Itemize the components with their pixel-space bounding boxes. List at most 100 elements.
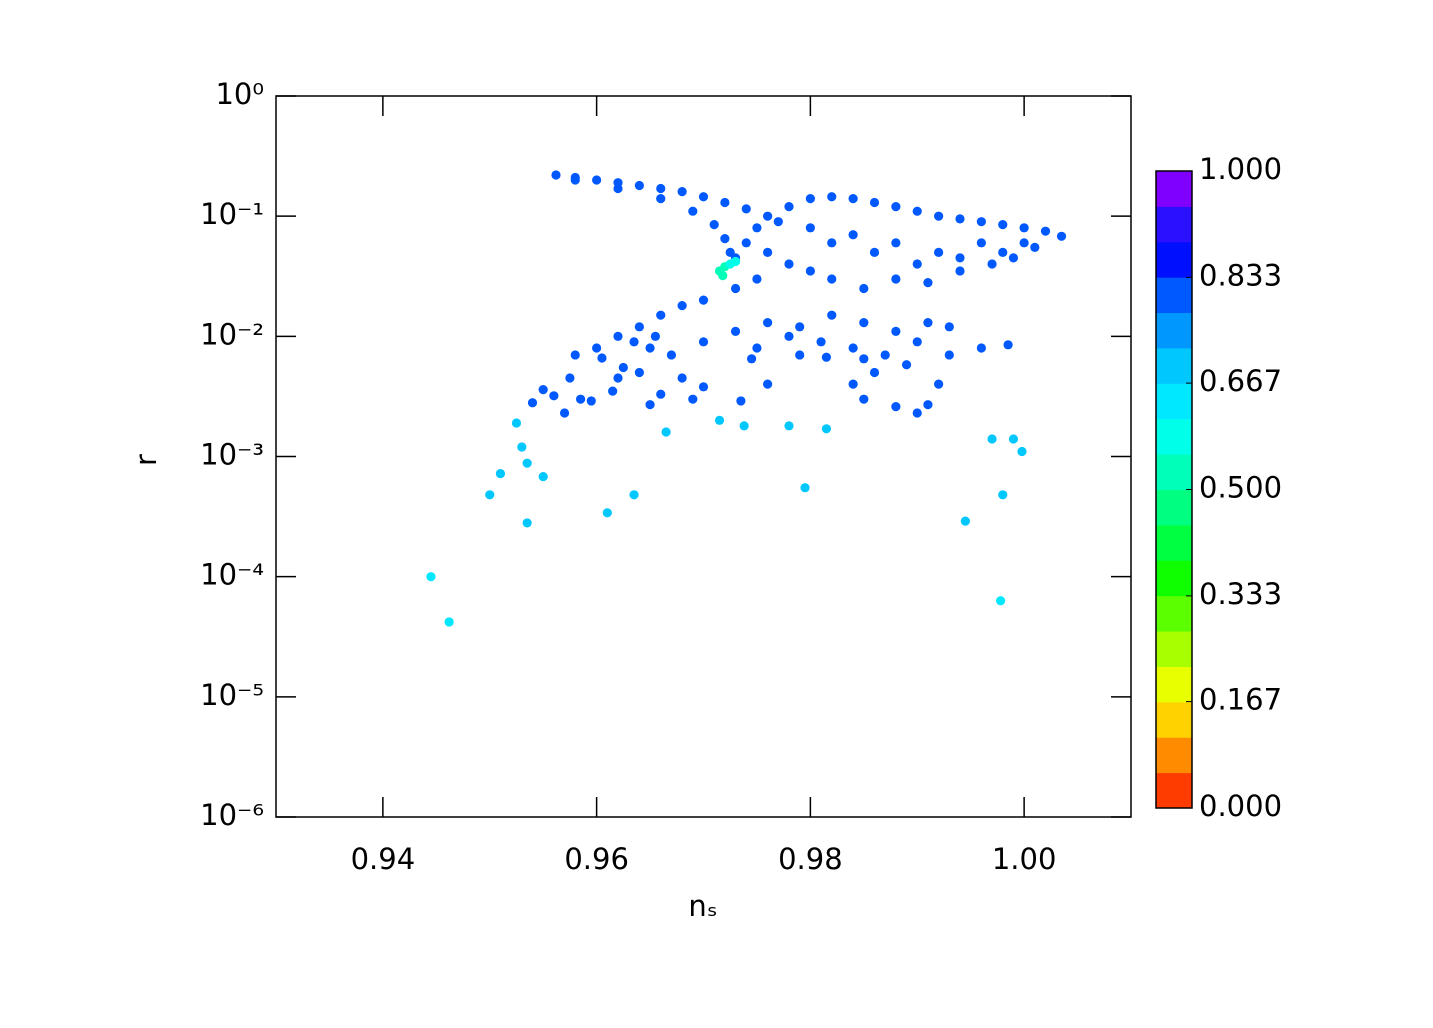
scatter-point (752, 274, 762, 284)
scatter-point (677, 187, 687, 197)
scatter-point (998, 247, 1008, 257)
colorbar-band (1156, 666, 1192, 703)
scatter-point (827, 310, 837, 320)
scatter-point (891, 202, 901, 212)
scatter-point (656, 389, 666, 399)
scatter-point (570, 350, 580, 360)
x-axis-label: nₛ (688, 889, 717, 923)
scatter-point (522, 458, 532, 468)
colorbar-band (1156, 277, 1192, 314)
scatter-point (698, 337, 709, 347)
scatter-point (592, 343, 602, 353)
scatter-point (848, 379, 858, 389)
scatter-point (859, 354, 869, 364)
colorbar-band (1156, 347, 1192, 384)
scatter-point (645, 343, 655, 353)
colorbar-tick-label: 0.333 (1199, 577, 1282, 611)
scatter-point (859, 283, 869, 294)
scatter-point (805, 223, 815, 233)
scatter-point (976, 343, 986, 353)
scatter-point (1017, 446, 1027, 457)
y-tick-label: 10⁻⁵ (200, 678, 264, 712)
scatter-point (912, 337, 922, 347)
y-tick-label: 10⁰ (215, 77, 264, 111)
y-tick-label: 10⁻¹ (200, 197, 264, 231)
scatter-point (511, 418, 522, 428)
scatter-point (923, 277, 933, 288)
scatter-point (923, 400, 933, 410)
scatter-point (1030, 242, 1040, 252)
scatter-point (586, 396, 596, 406)
scatter-point (960, 516, 970, 526)
colorbar-band (1156, 560, 1192, 597)
scatter-point (656, 183, 666, 194)
scatter-point (656, 194, 666, 204)
scatter-point (976, 217, 986, 227)
scatter-point (955, 253, 965, 263)
scatter-point (718, 271, 728, 281)
scatter-point (800, 483, 810, 493)
scatter-point (955, 214, 965, 224)
scatter-point (934, 379, 944, 389)
x-tick-label: 1.00 (992, 842, 1057, 876)
scatter-point (570, 175, 580, 185)
colorbar-tick-label: 1.000 (1199, 152, 1282, 186)
scatter-point (827, 274, 837, 284)
scatter-point (709, 220, 719, 230)
scatter-point (714, 415, 725, 425)
scatter-point (538, 385, 548, 395)
x-tick-label: 0.96 (564, 842, 629, 876)
scatter-point (698, 192, 709, 202)
scatter-point (816, 337, 826, 347)
colorbar-band (1156, 772, 1192, 809)
colorbar-band (1156, 524, 1192, 561)
scatter-point (688, 394, 698, 404)
colorbar-tick-label: 0.500 (1199, 471, 1282, 505)
scatter-point (827, 192, 837, 202)
scatter-point (650, 331, 661, 341)
scatter-point (998, 220, 1008, 230)
scatter-point (517, 442, 527, 452)
scatter-point (495, 469, 506, 479)
scatter-point (1040, 226, 1051, 236)
scatter-point (784, 331, 794, 341)
scatter-point (763, 211, 773, 221)
scatter-point (805, 194, 815, 204)
scatter-point (773, 217, 783, 227)
plot-frame (275, 95, 1132, 818)
scatter-point (741, 204, 751, 214)
colorbar-band (1156, 312, 1192, 349)
scatter-point (613, 331, 623, 341)
colorbar-band (1156, 383, 1192, 420)
colorbar-tick-label: 0.000 (1199, 789, 1282, 823)
scatter-point (827, 238, 837, 248)
colorbar-band (1156, 206, 1192, 243)
scatter-point (575, 394, 586, 404)
scatter-point (522, 518, 532, 528)
scatter-point (763, 379, 773, 389)
scatter-point (608, 386, 618, 396)
y-axis-label: r (129, 454, 163, 466)
colorbar-band (1156, 241, 1192, 278)
scatter-point (795, 322, 805, 332)
scatter-point (485, 490, 495, 500)
scatter-point (677, 373, 687, 383)
scatter-point (784, 202, 794, 212)
scatter-point (613, 373, 623, 383)
scatter-point (634, 180, 644, 191)
scatter-point (1056, 231, 1067, 241)
scatter-point (805, 266, 815, 276)
scatter-point (1019, 238, 1029, 248)
scatter-point (987, 434, 997, 444)
scatter-point (629, 490, 639, 500)
scatter-point (551, 170, 561, 180)
scatter-point (688, 206, 698, 216)
scatter-point (944, 322, 954, 332)
scatter-point (698, 382, 709, 392)
colorbar-band (1156, 418, 1192, 455)
scatter-point (527, 398, 538, 408)
scatter-point (891, 274, 901, 284)
scatter-point (869, 247, 880, 257)
colorbar-tick-label: 0.167 (1199, 683, 1282, 717)
